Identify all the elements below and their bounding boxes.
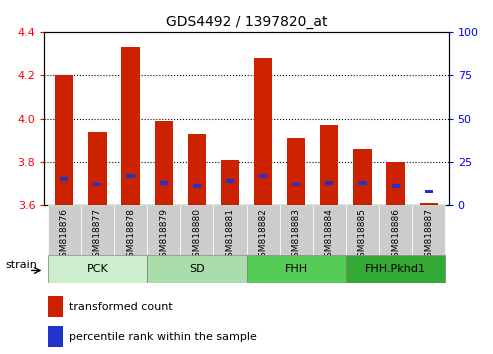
Bar (55, 75, 73, 205)
Bar (259, 174, 267, 178)
Bar (48, 205, 81, 255)
Text: GSM818880: GSM818880 (192, 208, 201, 263)
Bar (193, 184, 201, 188)
Title: GDS4492 / 1397820_at: GDS4492 / 1397820_at (166, 16, 327, 29)
Bar (213, 205, 246, 255)
Bar (387, 162, 405, 205)
Text: GSM818878: GSM818878 (126, 208, 135, 263)
Bar (114, 205, 147, 255)
Bar (420, 203, 438, 205)
Bar (121, 47, 140, 205)
Bar (154, 121, 173, 205)
Text: PCK: PCK (86, 264, 108, 274)
Bar (147, 255, 246, 283)
Text: GSM818884: GSM818884 (325, 208, 334, 263)
Text: strain: strain (5, 261, 37, 270)
Text: SD: SD (189, 264, 205, 274)
Bar (147, 205, 180, 255)
Bar (88, 132, 106, 205)
Bar (48, 326, 63, 348)
Text: transformed count: transformed count (69, 302, 173, 312)
Bar (188, 134, 206, 205)
Text: GSM818879: GSM818879 (159, 208, 168, 263)
Bar (346, 255, 445, 283)
Bar (246, 255, 346, 283)
Bar (48, 296, 63, 317)
Bar (353, 149, 372, 205)
Text: GSM818882: GSM818882 (258, 208, 268, 263)
Text: FHH: FHH (284, 264, 308, 274)
Bar (346, 205, 379, 255)
Text: GSM818886: GSM818886 (391, 208, 400, 263)
Bar (292, 183, 300, 187)
Bar (412, 205, 445, 255)
Bar (320, 125, 339, 205)
Bar (280, 205, 313, 255)
Text: FHH.Pkhd1: FHH.Pkhd1 (365, 264, 426, 274)
Bar (60, 177, 69, 181)
Bar (424, 189, 433, 193)
Bar (48, 255, 147, 283)
Bar (221, 160, 239, 205)
Bar (287, 138, 305, 205)
Text: percentile rank within the sample: percentile rank within the sample (69, 332, 256, 342)
Bar (160, 181, 168, 185)
Bar (379, 205, 412, 255)
Bar (325, 181, 333, 185)
Bar (93, 183, 102, 187)
Text: GSM818876: GSM818876 (60, 208, 69, 263)
Bar (81, 205, 114, 255)
Text: GSM818881: GSM818881 (225, 208, 235, 263)
Bar (358, 181, 367, 185)
Text: GSM818877: GSM818877 (93, 208, 102, 263)
Bar (246, 205, 280, 255)
Text: GSM818883: GSM818883 (292, 208, 301, 263)
Bar (126, 174, 135, 178)
Bar (391, 184, 400, 188)
Bar (180, 205, 213, 255)
Text: GSM818887: GSM818887 (424, 208, 433, 263)
Bar (254, 58, 272, 205)
Bar (226, 179, 234, 183)
Text: GSM818885: GSM818885 (358, 208, 367, 263)
Bar (313, 205, 346, 255)
